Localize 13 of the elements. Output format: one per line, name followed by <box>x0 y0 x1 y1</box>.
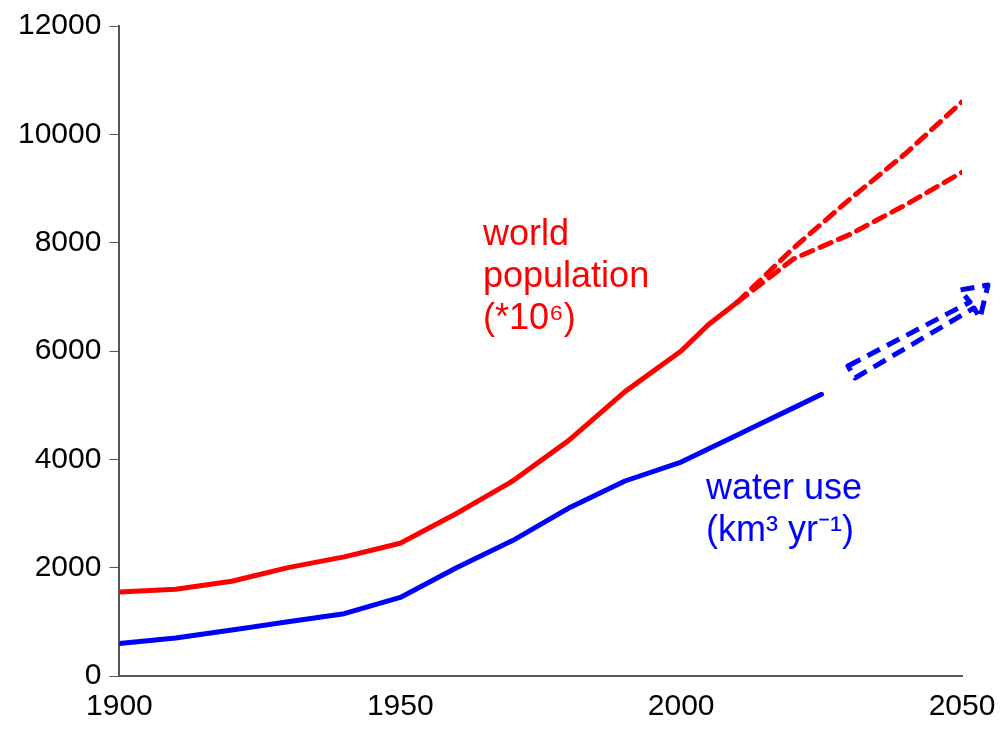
y-tick-label: 0 <box>84 657 102 691</box>
y-tick-label: 4000 <box>34 440 102 474</box>
y-tick-label: 8000 <box>34 223 102 257</box>
x-tick-label: 2000 <box>647 688 715 722</box>
y-tick-label: 2000 <box>34 548 102 582</box>
y-tick-label: 12000 <box>17 7 102 41</box>
y-tick-label: 10000 <box>17 115 102 149</box>
series-label: world population (*10⁶) <box>483 212 650 338</box>
x-tick-label: 2050 <box>928 688 996 722</box>
series-label: water use (km³ yr⁻¹) <box>706 466 864 550</box>
x-tick-label: 1950 <box>366 688 434 722</box>
y-tick-label: 6000 <box>34 332 102 366</box>
x-tick-label: 1900 <box>86 688 153 722</box>
